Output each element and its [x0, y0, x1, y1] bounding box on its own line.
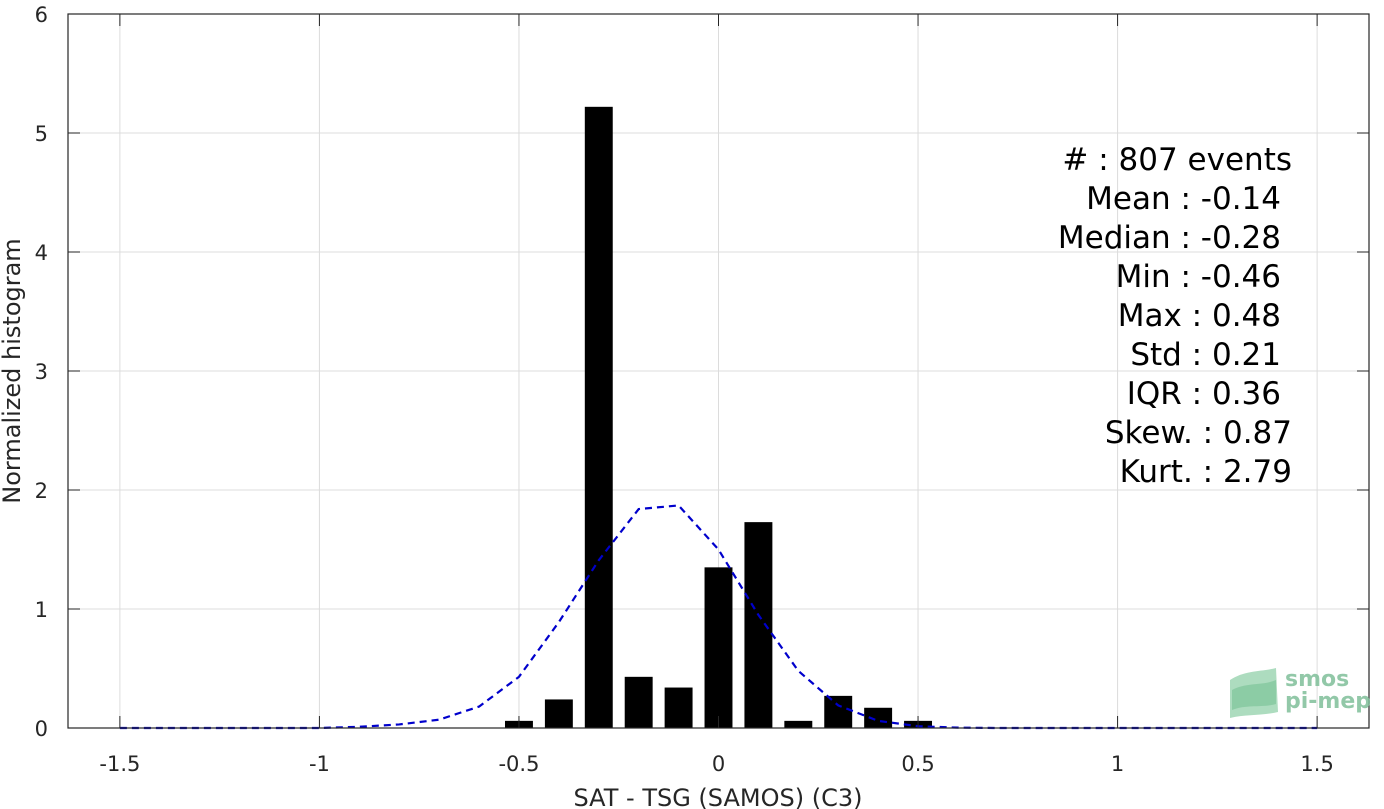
bar-7 [784, 720, 813, 728]
x-axis-label: SAT - TSG (SAMOS) (C3) [574, 784, 863, 809]
stat-iqr: IQR : 0.36 [1127, 376, 1281, 412]
y-tick-label-1: 1 [35, 598, 48, 622]
x-tick-label-2: -0.5 [498, 752, 539, 776]
y-tick-labels: 0 1 2 3 4 5 6 [35, 3, 48, 741]
y-axis-label: Normalized histogram [0, 238, 26, 503]
stat-max: Max : 0.48 [1118, 298, 1281, 334]
stat-mean: Mean : -0.14 [1086, 181, 1281, 217]
y-tick-label-0: 0 [35, 717, 48, 741]
x-tick-label-6: 1.5 [1300, 752, 1333, 776]
bar-8 [824, 695, 853, 728]
y-tick-label-5: 5 [35, 122, 48, 146]
stats-box: # : 807 events Mean : -0.14 Median : -0.… [1058, 142, 1292, 490]
y-tick-label-2: 2 [35, 479, 48, 503]
bar-1 [544, 699, 573, 728]
x-tick-labels: -1.5 -1 -0.5 0 0.5 1 1.5 [99, 752, 1333, 776]
x-tick-label-5: 1 [1111, 752, 1124, 776]
bar-9 [864, 707, 893, 728]
x-tick-label-1: -1 [309, 752, 330, 776]
stat-min: Min : -0.46 [1116, 259, 1281, 295]
bar-5 [704, 567, 733, 728]
smos-pimep-logo: smos pi-mep [1230, 667, 1371, 718]
stat-skew: Skew. : 0.87 [1105, 415, 1292, 451]
stat-count: # : 807 events [1062, 142, 1292, 178]
logo-text-pimep: pi-mep [1285, 689, 1371, 714]
y-tick-label-3: 3 [35, 360, 48, 384]
x-tick-label-0: -1.5 [99, 752, 140, 776]
logo-wave-icon-2 [1232, 680, 1276, 710]
y-tick-label-6: 6 [35, 3, 48, 27]
bar-4 [664, 687, 693, 728]
stat-median: Median : -0.28 [1058, 220, 1281, 256]
stat-std: Std : 0.21 [1130, 337, 1281, 373]
x-tick-label-3: 0 [712, 752, 725, 776]
bar-3 [624, 676, 653, 728]
logo-text-smos: smos [1285, 667, 1349, 692]
bars [504, 106, 933, 728]
bar-6 [744, 522, 773, 728]
bar-2 [584, 106, 613, 728]
ticks [68, 13, 1369, 729]
stat-kurt: Kurt. : 2.79 [1120, 454, 1292, 490]
y-tick-label-4: 4 [35, 241, 48, 265]
x-tick-label-4: 0.5 [901, 752, 934, 776]
